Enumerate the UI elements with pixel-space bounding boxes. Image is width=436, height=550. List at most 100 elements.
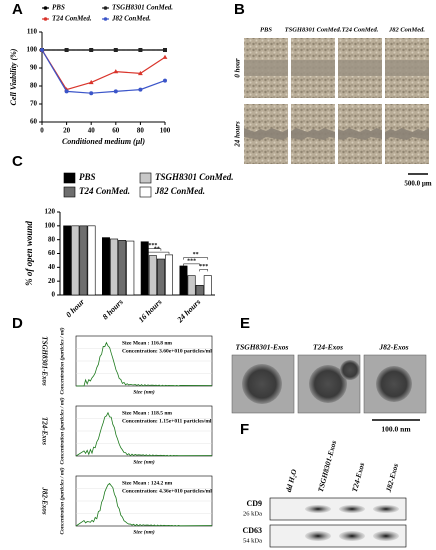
- blot-band: [305, 531, 331, 541]
- nta-size-mean: Size Mean : 124.2 nm: [122, 480, 173, 486]
- exosome: [309, 365, 347, 403]
- legend-marker: [103, 6, 108, 10]
- x-tick-label: 8 hours: [101, 297, 125, 321]
- y-axis-label: Cell Viability (%): [9, 48, 18, 105]
- y-tick-label: 60: [48, 249, 56, 257]
- significance-bracket: [199, 269, 209, 272]
- nta-sample-label: TSGH8301-Exos: [40, 336, 48, 386]
- bar: [203, 275, 212, 296]
- wound-gap: [385, 60, 429, 76]
- y-tick-label: 100: [27, 46, 38, 54]
- panel-label: A: [12, 1, 23, 18]
- marker: [113, 69, 119, 74]
- bar: [110, 238, 119, 296]
- wound-gap: [291, 128, 335, 140]
- nta-sample-label: T24-Exos: [40, 417, 48, 445]
- x-tick-label: 24 hours: [175, 297, 203, 325]
- marker: [162, 54, 168, 59]
- bar: [101, 237, 110, 296]
- exosome: [376, 366, 412, 402]
- marker: [64, 48, 69, 52]
- marker: [138, 48, 143, 52]
- legend-label: T24 ConMed.: [52, 15, 92, 23]
- bar: [118, 240, 127, 296]
- legend-label: PBS: [52, 4, 65, 12]
- marker-name: CD9: [246, 499, 262, 508]
- nta-y-label: Concentration (particles / ml): [58, 397, 65, 464]
- scale-bar-label: 100.0 nm: [381, 425, 411, 434]
- x-tick-label: 80: [137, 127, 145, 135]
- y-tick-label: 60: [30, 118, 38, 126]
- x-tick-label: 60: [112, 127, 120, 135]
- significance-bracket: [144, 251, 170, 255]
- legend-swatch: [63, 172, 76, 184]
- bar: [79, 225, 88, 296]
- legend-swatch: [139, 172, 152, 184]
- lane-label: TSGH8301-Exos: [316, 439, 338, 493]
- bar: [148, 255, 157, 296]
- column-header: T24 ConMed.: [342, 26, 379, 33]
- panel-label: B: [234, 1, 245, 18]
- column-header: J82 ConMed.: [388, 26, 425, 33]
- nta-sample-label: J82-Exos: [40, 486, 48, 515]
- nta-curve: [75, 482, 213, 527]
- legend-label: J82 ConMed.: [154, 186, 205, 196]
- series-line: [41, 49, 166, 91]
- nta-concentration: Concentration: 1.15e+011 particles/ml: [122, 418, 212, 424]
- bar: [87, 225, 96, 296]
- lane-label: J82-Exos: [384, 462, 401, 494]
- tem-label: J82-Exos: [378, 343, 408, 352]
- y-tick-label: 80: [48, 235, 56, 243]
- blot-strip: [269, 497, 407, 521]
- nta-y-label: Concentration (particles / ml): [58, 467, 65, 534]
- exosome: [242, 364, 282, 404]
- nta-curve: [75, 411, 213, 457]
- tem-label: T24-Exos: [313, 343, 343, 352]
- legend-swatch: [139, 186, 152, 198]
- panel-label: E: [240, 315, 250, 332]
- legend-marker: [43, 17, 48, 21]
- bar: [187, 275, 196, 296]
- wound-gap: [338, 128, 382, 140]
- column-header: TSGH8301 ConMed.: [285, 26, 342, 33]
- bar: [156, 258, 165, 296]
- marker: [137, 70, 143, 76]
- significance-label: **: [193, 252, 199, 258]
- y-tick-label: 100: [45, 221, 56, 229]
- exosome: [340, 360, 360, 380]
- y-tick-label: 20: [48, 277, 56, 285]
- x-tick-label: 0 hour: [64, 297, 87, 320]
- panel-label: C: [12, 153, 23, 170]
- bar: [63, 225, 72, 296]
- bar: [165, 254, 174, 296]
- row-header: 0 hour: [234, 58, 242, 78]
- row-header: 24 hours: [234, 121, 242, 148]
- y-tick-label: 120: [45, 208, 56, 216]
- nta-x-label: Size (nm): [133, 458, 155, 465]
- y-axis-label: % of open wound: [24, 221, 34, 286]
- nta-x-label: Size (nm): [133, 388, 155, 395]
- legend-marker: [43, 6, 48, 10]
- y-tick-label: 80: [30, 82, 38, 90]
- x-axis-label: Conditioned medium (μl): [62, 137, 145, 146]
- nta-concentration: Concentration: 3.60e+010 particles/ml: [122, 348, 212, 354]
- significance-label: ***: [199, 264, 208, 270]
- x-tick-label: 40: [88, 127, 96, 135]
- wound-gap: [291, 60, 335, 76]
- marker: [113, 89, 118, 94]
- y-tick-label: 40: [48, 263, 56, 271]
- significance-label: **: [154, 246, 160, 252]
- bar: [179, 265, 188, 296]
- significance-bracket: [183, 257, 209, 260]
- y-tick-label: 90: [30, 64, 38, 72]
- scale-bar-label: 500.0 μm: [404, 180, 431, 188]
- blot-band: [373, 531, 399, 541]
- x-tick-label: 100: [160, 127, 171, 135]
- bar: [140, 241, 149, 296]
- significance-label: ***: [187, 258, 196, 264]
- nta-size-mean: Size Mean : 116.8 nm: [122, 340, 172, 346]
- panel-label: F: [240, 421, 249, 438]
- legend-label: TSGH8301 ConMed.: [155, 172, 234, 182]
- blot-band: [339, 531, 365, 541]
- blot-band: [305, 505, 331, 513]
